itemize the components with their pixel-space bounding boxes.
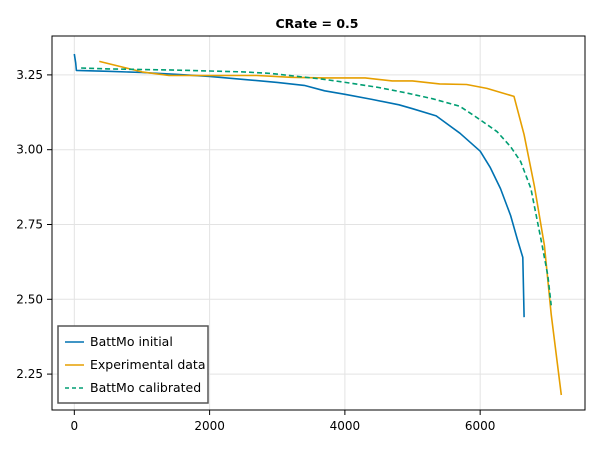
- y-tick-label: 3.00: [16, 143, 43, 157]
- chart-title: CRate = 0.5: [275, 16, 358, 31]
- legend-label-experimental-data: Experimental data: [90, 357, 206, 372]
- series-line-battmo-calibrated: [81, 67, 552, 306]
- axes: 0 2000 4000 6000 2.25 2.50 2.75 3.00 3.25: [16, 68, 495, 433]
- x-tick-label: 6000: [465, 419, 496, 433]
- legend-label-battmo-calibrated: BattMo calibrated: [90, 380, 201, 395]
- x-tick-label: 4000: [330, 419, 361, 433]
- legend-box: [57, 325, 209, 404]
- y-tick-label: 3.25: [16, 68, 43, 82]
- series-line-battmo-initial: [73, 53, 525, 318]
- legend-label-battmo-initial: BattMo initial: [90, 334, 173, 349]
- legend: BattMo initial Experimental data BattMo ca…: [57, 325, 209, 404]
- series-group: [73, 53, 563, 396]
- y-tick-label: 2.75: [16, 217, 43, 231]
- y-tick-label: 2.50: [16, 292, 43, 306]
- y-tick-label: 2.25: [16, 367, 43, 381]
- series-line-experimental-data: [99, 60, 563, 396]
- x-tick-label: 0: [71, 419, 79, 433]
- x-tick-label: 2000: [194, 419, 225, 433]
- plot-frame: [51, 35, 586, 411]
